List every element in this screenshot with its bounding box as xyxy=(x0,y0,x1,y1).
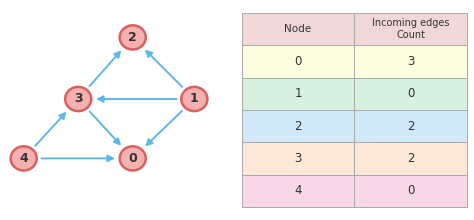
Text: 0: 0 xyxy=(128,152,137,165)
Circle shape xyxy=(11,146,36,170)
Bar xyxy=(242,13,354,45)
Text: 2: 2 xyxy=(128,31,137,44)
Bar xyxy=(242,110,354,142)
Text: 0: 0 xyxy=(407,87,414,100)
Bar xyxy=(242,45,354,78)
Text: 0: 0 xyxy=(294,55,301,68)
Circle shape xyxy=(65,87,91,111)
Text: 3: 3 xyxy=(407,55,414,68)
Text: 1: 1 xyxy=(190,92,199,106)
Text: 3: 3 xyxy=(294,152,301,165)
Circle shape xyxy=(119,146,146,170)
Circle shape xyxy=(181,87,207,111)
Text: 2: 2 xyxy=(407,120,414,133)
Bar xyxy=(354,78,467,110)
Bar xyxy=(354,45,467,78)
Bar xyxy=(354,175,467,207)
Bar xyxy=(242,175,354,207)
Circle shape xyxy=(119,25,146,50)
Text: Incoming edges
Count: Incoming edges Count xyxy=(372,18,449,40)
Bar xyxy=(242,78,354,110)
Text: 4: 4 xyxy=(19,152,28,165)
Bar xyxy=(354,13,467,45)
Text: 0: 0 xyxy=(407,184,414,197)
Text: Node: Node xyxy=(284,24,311,34)
Bar xyxy=(354,142,467,175)
Text: 1: 1 xyxy=(294,87,302,100)
Bar xyxy=(242,142,354,175)
Text: 2: 2 xyxy=(407,152,414,165)
Text: 4: 4 xyxy=(294,184,302,197)
Bar xyxy=(354,110,467,142)
Text: 2: 2 xyxy=(294,120,302,133)
Text: 3: 3 xyxy=(74,92,82,106)
